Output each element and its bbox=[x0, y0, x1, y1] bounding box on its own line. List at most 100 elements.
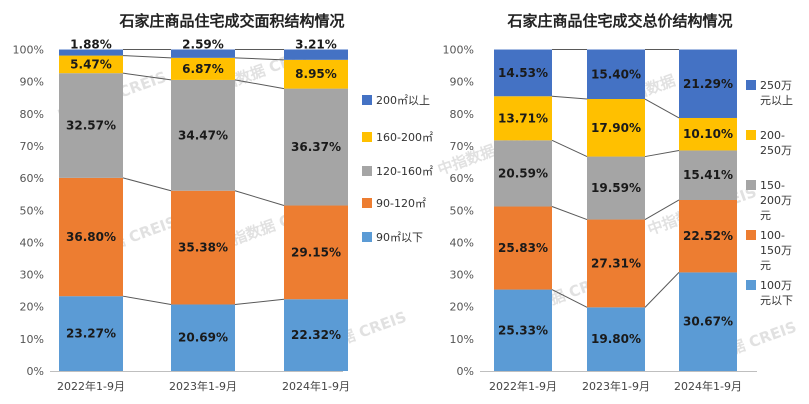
legend-swatch bbox=[362, 132, 372, 142]
connector-line bbox=[644, 149, 680, 158]
bar-segment bbox=[587, 99, 645, 157]
y-tick-label: 10% bbox=[450, 333, 474, 346]
data-label: 29.15% bbox=[291, 245, 341, 259]
connector-line bbox=[644, 272, 680, 308]
legend-label: 元以下 bbox=[760, 294, 793, 307]
y-tick-label: 80% bbox=[20, 108, 44, 121]
connector-line bbox=[234, 57, 285, 61]
y-tick-label: 40% bbox=[450, 236, 474, 249]
data-label: 22.52% bbox=[683, 229, 733, 243]
x-tick-label: 2024年1-9月 bbox=[282, 379, 350, 393]
bar-segment bbox=[59, 49, 123, 56]
y-tick-label: 70% bbox=[450, 140, 474, 153]
bar-segment bbox=[171, 57, 235, 80]
data-label: 14.53% bbox=[498, 66, 548, 80]
y-tick-label: 70% bbox=[20, 140, 44, 153]
data-label: 2.59% bbox=[182, 38, 224, 52]
data-label: 20.69% bbox=[178, 331, 228, 345]
x-tick-label: 2023年1-9月 bbox=[582, 379, 650, 393]
data-label: 8.95% bbox=[295, 67, 337, 81]
y-tick-label: 0% bbox=[457, 365, 474, 378]
legend-label: 250万 bbox=[760, 144, 792, 157]
legend-swatch bbox=[362, 198, 372, 208]
x-tick-label: 2024年1-9月 bbox=[674, 379, 742, 393]
legend-label: 120-160㎡ bbox=[376, 165, 433, 178]
bar-segment bbox=[494, 49, 552, 97]
legend-label: 90㎡以下 bbox=[376, 231, 423, 244]
bar-segment bbox=[494, 96, 552, 141]
data-label: 35.38% bbox=[178, 241, 228, 255]
y-tick-label: 20% bbox=[20, 301, 44, 314]
data-label: 10.10% bbox=[683, 127, 733, 141]
y-tick-label: 100% bbox=[443, 44, 474, 57]
y-tick-label: 10% bbox=[20, 333, 44, 346]
legend-label: 元以上 bbox=[760, 94, 793, 107]
bar-segment bbox=[587, 156, 645, 220]
connector-line bbox=[234, 79, 285, 90]
connector-line bbox=[234, 190, 285, 207]
y-tick-label: 30% bbox=[20, 269, 44, 282]
y-tick-label: 40% bbox=[20, 236, 44, 249]
data-label: 22.32% bbox=[291, 328, 341, 342]
bar-segment bbox=[679, 150, 737, 200]
bar-segment bbox=[587, 49, 645, 100]
data-label: 19.59% bbox=[591, 181, 641, 195]
data-label: 36.37% bbox=[291, 140, 341, 154]
legend-label: 200㎡以上 bbox=[376, 94, 430, 107]
chart-2: 石家庄商品住宅成交总价结构情况 0% 10% 20% 30% 40% 50% 60% 70% 80… bbox=[443, 12, 793, 393]
y-tick-label: 20% bbox=[450, 301, 474, 314]
bar-segment bbox=[59, 296, 123, 371]
y-tick-label: 90% bbox=[450, 76, 474, 89]
bar-segment bbox=[284, 299, 348, 371]
bar-segment bbox=[494, 206, 552, 290]
data-label: 32.57% bbox=[66, 119, 116, 133]
data-label: 1.88% bbox=[70, 38, 112, 52]
data-label: 21.29% bbox=[683, 77, 733, 91]
bar-segment bbox=[171, 79, 235, 191]
legend-label: 200- bbox=[760, 129, 785, 142]
y-tick-label: 50% bbox=[450, 204, 474, 217]
x-tick-label: 2023年1-9月 bbox=[169, 379, 237, 393]
chart-1: 石家庄商品住宅成交面积结构情况 0% 10% 20% 30% 40% 50% 60% 70% 80… bbox=[13, 12, 433, 393]
bar-segment bbox=[284, 88, 348, 206]
data-label: 30.67% bbox=[683, 315, 733, 329]
bar-segment bbox=[284, 49, 348, 60]
connector-line bbox=[551, 206, 588, 221]
connector-line bbox=[122, 177, 172, 192]
y-tick-label: 0% bbox=[27, 365, 44, 378]
legend-swatch bbox=[746, 230, 756, 240]
legend-swatch bbox=[746, 80, 756, 90]
data-label: 36.80% bbox=[66, 230, 116, 244]
y-tick-label: 100% bbox=[13, 44, 44, 57]
data-label: 5.47% bbox=[70, 57, 112, 71]
legend-swatch bbox=[746, 280, 756, 290]
data-label: 25.83% bbox=[498, 241, 548, 255]
connector-line bbox=[644, 98, 680, 119]
data-label: 20.59% bbox=[498, 166, 548, 180]
data-label: 15.40% bbox=[591, 67, 641, 81]
x-tick-label: 2022年1-9月 bbox=[57, 379, 125, 393]
y-tick-label: 60% bbox=[20, 172, 44, 185]
legend-swatch bbox=[362, 95, 372, 105]
legend-label: 100万 bbox=[760, 279, 792, 292]
legend-label: 100- bbox=[760, 229, 785, 242]
legend-label: 90-120㎡ bbox=[376, 197, 426, 210]
legend-label: 160-200㎡ bbox=[376, 131, 433, 144]
legend-swatch bbox=[362, 166, 372, 176]
y-tick-label: 30% bbox=[450, 269, 474, 282]
connector-line bbox=[122, 295, 172, 305]
data-label: 27.31% bbox=[591, 256, 641, 270]
legend-label: 250万 bbox=[760, 79, 792, 92]
bar-segment bbox=[59, 73, 123, 178]
legend-swatch bbox=[746, 130, 756, 140]
bar-segment bbox=[679, 199, 737, 273]
data-label: 6.87% bbox=[182, 62, 224, 76]
bar-segment bbox=[284, 205, 348, 300]
connector-line bbox=[644, 199, 680, 220]
bar-segment bbox=[679, 272, 737, 371]
bar-segment bbox=[171, 304, 235, 371]
connector-line bbox=[234, 298, 285, 305]
legend-swatch bbox=[362, 232, 372, 242]
